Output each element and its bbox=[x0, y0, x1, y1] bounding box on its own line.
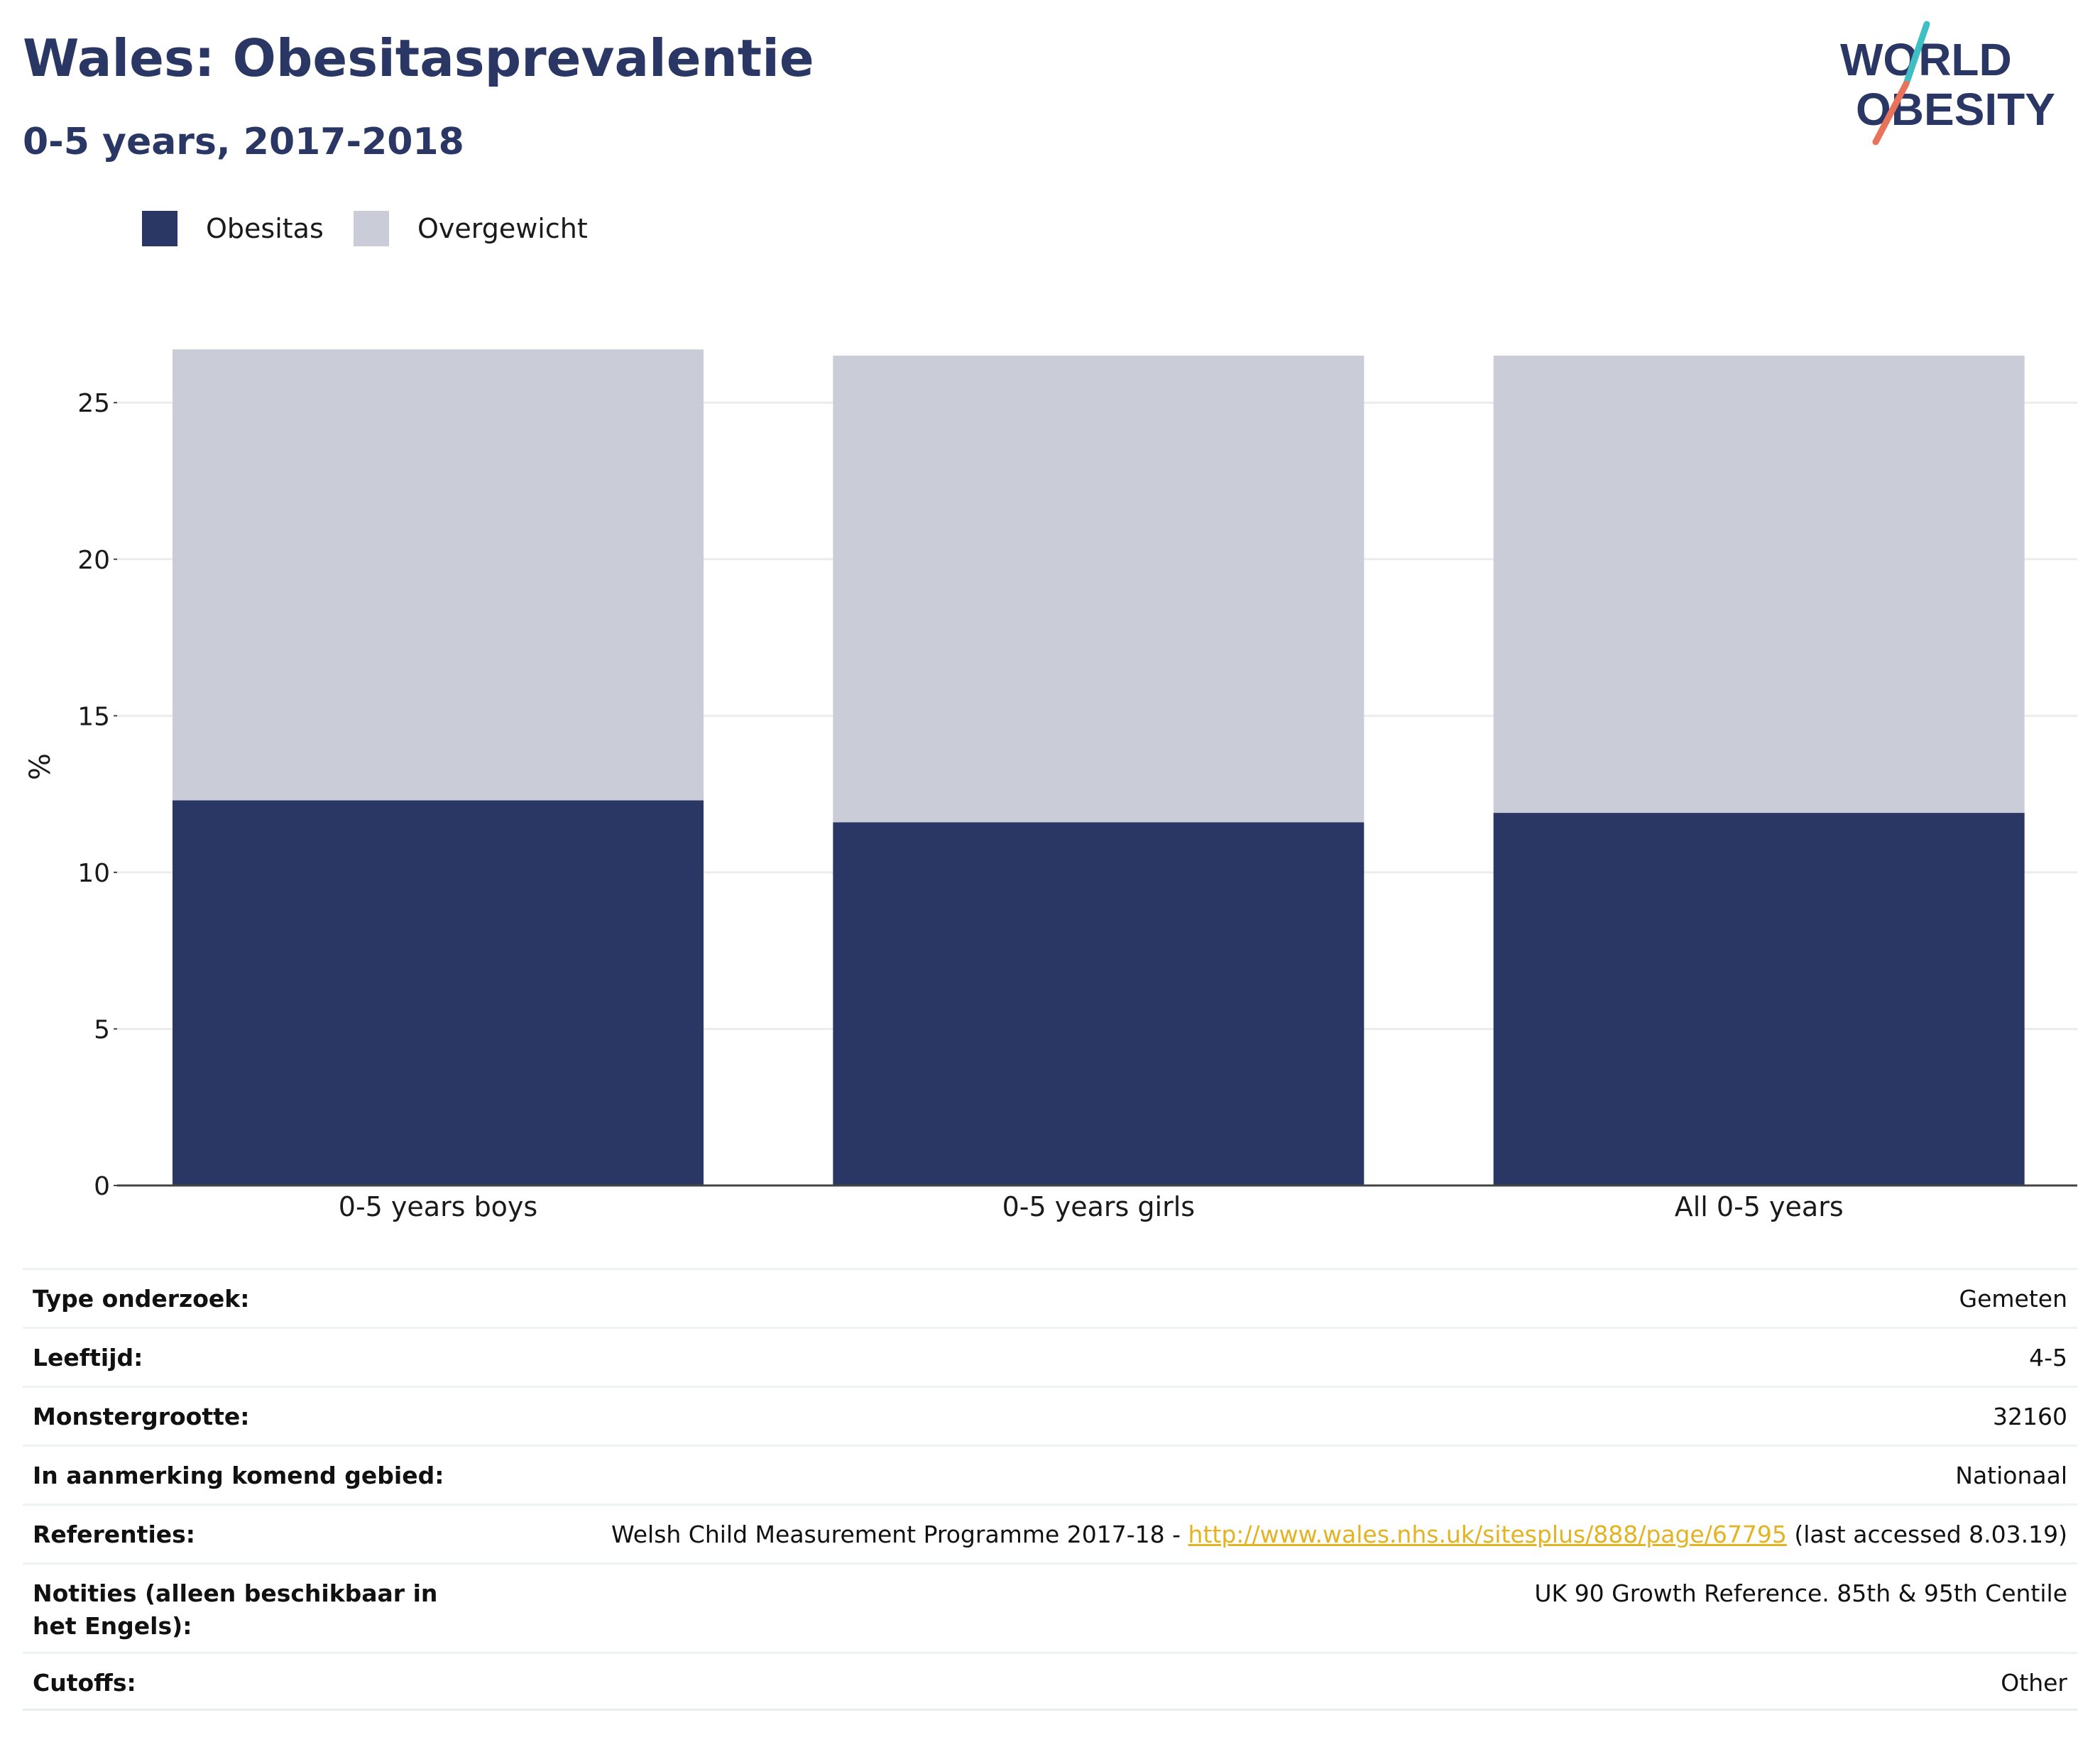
row-value: Gemeten bbox=[1959, 1285, 2067, 1313]
row-label: Referenties: bbox=[33, 1521, 195, 1548]
page-subtitle: 0-5 years, 2017-2018 bbox=[23, 121, 464, 163]
x-tick-label: 0-5 years boys bbox=[339, 1191, 537, 1222]
bar-obesitas bbox=[833, 822, 1365, 1185]
logo-slash-bottom bbox=[1872, 80, 1910, 146]
logo-slash-top bbox=[1903, 21, 1930, 87]
row-label: Monstergrootte: bbox=[33, 1403, 250, 1430]
row-label: In aanmerking komend gebied: bbox=[33, 1462, 444, 1489]
bar-overgewicht bbox=[1493, 356, 2025, 814]
x-tick-label: 0-5 years girls bbox=[1002, 1191, 1195, 1222]
page-title: Wales: Obesitasprevalentie bbox=[23, 28, 814, 88]
row-label: Type onderzoek: bbox=[33, 1285, 250, 1313]
reference-suffix: (last accessed 8.03.19) bbox=[1786, 1521, 2067, 1548]
row-label: Cutoffs: bbox=[33, 1669, 136, 1697]
x-tick-label: All 0-5 years bbox=[1675, 1191, 1844, 1222]
table-row-cutoffs: Cutoffs: Other bbox=[23, 1652, 2077, 1711]
table-row-references: Referenties: Welsh Child Measurement Pro… bbox=[23, 1504, 2077, 1562]
table-row-age: Leeftijd: 4-5 bbox=[23, 1327, 2077, 1386]
stacked-bar-chart: 0 5 10 15 20 25% 0-5 years boys 0-5 years girls… bbox=[24, 349, 2077, 1222]
y-tick-label: 0 bbox=[94, 1172, 110, 1201]
bar-obesitas bbox=[173, 800, 704, 1185]
logo-line2: OBESITY bbox=[1856, 84, 2055, 135]
row-value: 4-5 bbox=[2029, 1344, 2067, 1371]
table-row-area: In aanmerking komend gebied: Nationaal bbox=[23, 1445, 2077, 1504]
table-row-notes: Notities (alleen beschikbaar in het Enge… bbox=[23, 1562, 2077, 1652]
y-tick-label: 25 bbox=[77, 389, 110, 418]
bar-obesitas bbox=[1493, 813, 2025, 1185]
logo-line1: WORLD bbox=[1840, 34, 2012, 85]
row-label: Notities (alleen beschikbaar in het Enge… bbox=[33, 1579, 438, 1640]
row-value: Nationaal bbox=[1955, 1462, 2067, 1489]
bar-overgewicht bbox=[173, 349, 704, 801]
table-row-sample-size: Monstergrootte: 32160 bbox=[23, 1386, 2077, 1445]
row-value: Welsh Child Measurement Programme 2017-1… bbox=[611, 1518, 2067, 1551]
row-value: Other bbox=[2001, 1669, 2067, 1697]
row-value: 32160 bbox=[1993, 1403, 2067, 1430]
y-tick-label: 5 bbox=[94, 1015, 110, 1044]
y-tick-label: 20 bbox=[77, 546, 110, 575]
legend-label-overgewicht: Overgewicht bbox=[417, 213, 588, 244]
bar-overgewicht bbox=[833, 356, 1365, 823]
study-info-table: Type onderzoek: Gemeten Leeftijd: 4-5 Mo… bbox=[23, 1268, 2077, 1711]
y-axis-label: % bbox=[24, 753, 57, 780]
reference-text: Welsh Child Measurement Programme 2017-1… bbox=[611, 1521, 1188, 1548]
legend-label-obesitas: Obesitas bbox=[206, 213, 324, 244]
y-tick-label: 10 bbox=[77, 859, 110, 888]
table-row-type: Type onderzoek: Gemeten bbox=[23, 1268, 2077, 1327]
world-obesity-logo: WORLD OBESITY bbox=[1840, 21, 2055, 146]
reference-link[interactable]: http://www.wales.nhs.uk/sitesplus/888/pa… bbox=[1188, 1521, 1787, 1548]
y-tick-label: 15 bbox=[77, 702, 110, 731]
legend-swatch-overgewicht bbox=[354, 211, 389, 246]
row-label: Leeftijd: bbox=[33, 1344, 143, 1371]
legend-swatch-obesitas bbox=[142, 211, 177, 246]
row-value: UK 90 Growth Reference. 85th & 95th Cent… bbox=[1534, 1579, 2067, 1607]
